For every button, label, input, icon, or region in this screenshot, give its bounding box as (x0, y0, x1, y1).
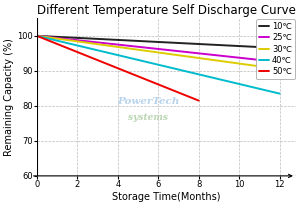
X-axis label: Storage Time(Months): Storage Time(Months) (112, 192, 220, 202)
Text: PowerTech: PowerTech (117, 97, 179, 106)
Y-axis label: Remaining Capacity (%): Remaining Capacity (%) (4, 38, 14, 156)
Legend: 10℃, 25℃, 30℃, 40℃, 50℃: 10℃, 25℃, 30℃, 40℃, 50℃ (256, 19, 295, 79)
50℃ (197, 99, 200, 102)
Text: systems: systems (128, 113, 168, 122)
Line: 50℃: 50℃ (37, 36, 199, 101)
Title: Different Temperature Self Discharge Curve: Different Temperature Self Discharge Cur… (37, 4, 296, 17)
50℃ (35, 35, 39, 37)
